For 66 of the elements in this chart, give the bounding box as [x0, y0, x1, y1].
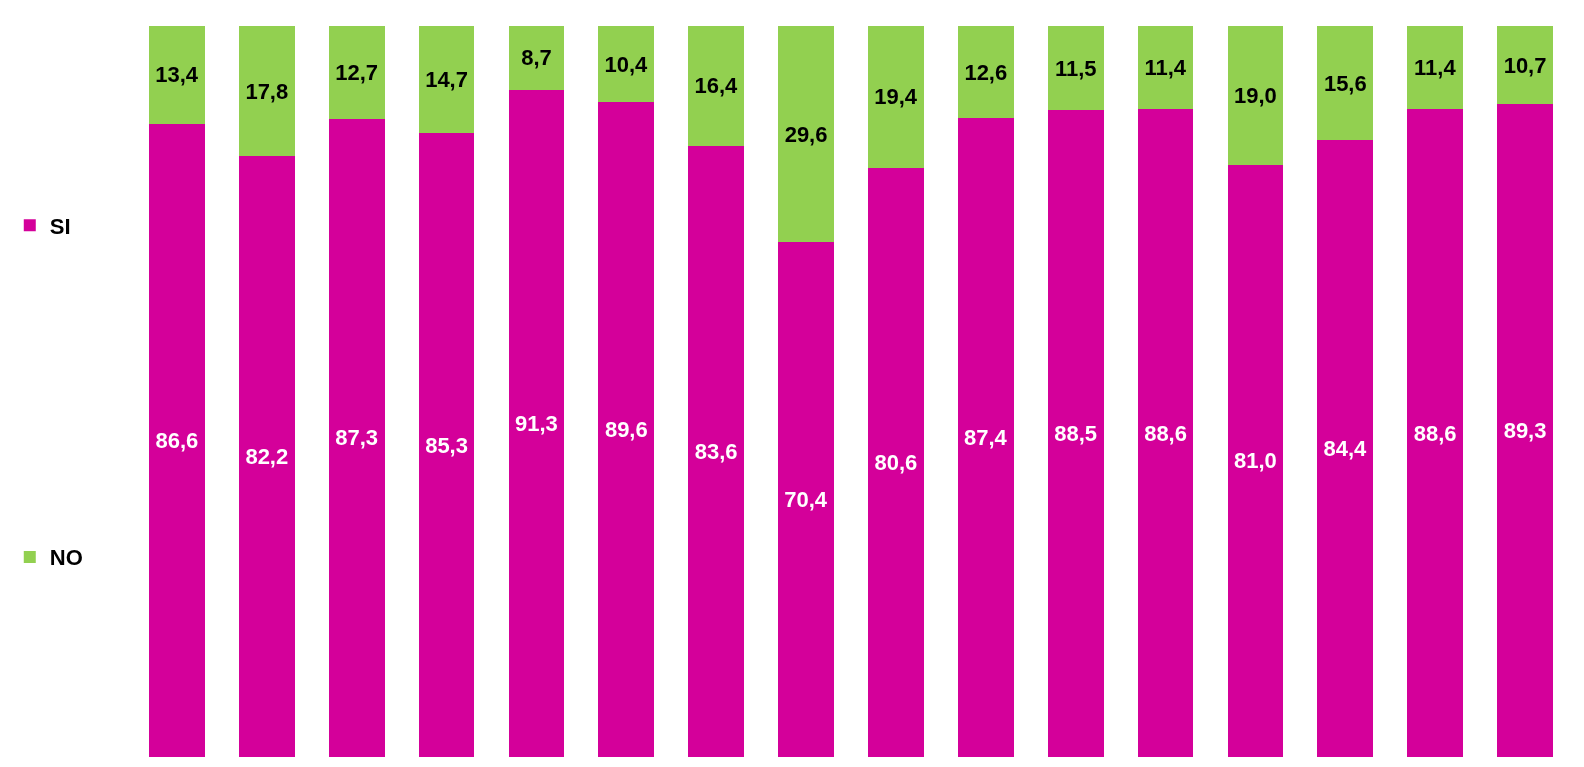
data-label: 85,3 [425, 432, 468, 458]
bar [238, 26, 295, 157]
bar [328, 26, 385, 119]
data-label: 88,5 [1054, 421, 1098, 447]
bar [688, 145, 745, 757]
data-label: 89,3 [1503, 418, 1547, 444]
bar [238, 156, 295, 757]
data-label: 8,7 [521, 45, 552, 71]
data-label: 12,6 [964, 59, 1008, 85]
bar [778, 26, 834, 243]
bar [508, 89, 565, 757]
data-label: 86,6 [155, 427, 199, 453]
data-label: 89,6 [604, 417, 648, 443]
data-label: 82,2 [245, 444, 289, 470]
bar [1317, 140, 1374, 757]
data-label: 87,4 [964, 425, 1008, 451]
bar [1047, 26, 1104, 111]
bar [1407, 109, 1464, 757]
bar [778, 242, 834, 757]
bar [598, 102, 655, 757]
data-label: 11,5 [1054, 55, 1097, 81]
bar [1137, 26, 1194, 110]
bar [328, 118, 385, 757]
bar [1137, 109, 1194, 757]
bar [957, 118, 1014, 757]
bar [418, 26, 475, 134]
data-label: 12,7 [335, 59, 379, 85]
data-label: 19,4 [874, 84, 918, 110]
bar [1227, 26, 1284, 165]
bar [1497, 104, 1553, 757]
bar [1317, 26, 1374, 141]
legend-label: SI [49, 213, 71, 239]
legend-label: NO [49, 545, 83, 571]
data-label: 15,6 [1323, 70, 1367, 96]
data-label: 83,6 [694, 438, 738, 464]
data-label: 70,4 [784, 487, 828, 513]
data-label: 88,6 [1413, 420, 1457, 446]
bar [1227, 164, 1284, 757]
data-label: 87,3 [335, 425, 379, 451]
data-label: 29,6 [784, 121, 828, 147]
bar [868, 26, 924, 168]
data-label: 11,4 [1414, 55, 1457, 81]
data-label: 91,3 [515, 410, 558, 436]
bar [508, 26, 565, 90]
bar [149, 123, 205, 757]
data-label: 84,4 [1323, 436, 1368, 462]
data-label: 11,4 [1144, 55, 1187, 81]
bar [868, 167, 924, 757]
data-label: 10,7 [1503, 52, 1547, 78]
data-label: 13,4 [155, 62, 199, 88]
data-label: 81,0 [1234, 448, 1277, 474]
bar [418, 133, 475, 757]
bar [1047, 110, 1104, 757]
data-label: 88,6 [1144, 420, 1187, 446]
data-label: 10,4 [604, 51, 649, 77]
bar [688, 26, 745, 146]
data-label: 80,6 [874, 449, 918, 475]
data-label: 17,8 [245, 78, 289, 104]
bar [149, 26, 205, 124]
bar [598, 26, 655, 103]
data-label: 16,4 [694, 73, 738, 99]
bar [1407, 26, 1464, 110]
bar [1497, 26, 1553, 105]
data-label: 14,7 [425, 67, 468, 93]
data-label: 19,0 [1234, 82, 1277, 108]
bar [957, 26, 1014, 119]
